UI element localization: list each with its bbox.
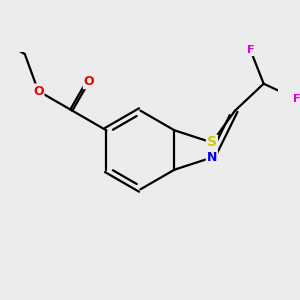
Text: F: F	[247, 45, 254, 55]
Text: S: S	[207, 136, 217, 149]
Text: O: O	[33, 85, 44, 98]
Text: O: O	[84, 75, 94, 88]
Text: F: F	[292, 94, 300, 104]
Text: N: N	[207, 151, 217, 164]
